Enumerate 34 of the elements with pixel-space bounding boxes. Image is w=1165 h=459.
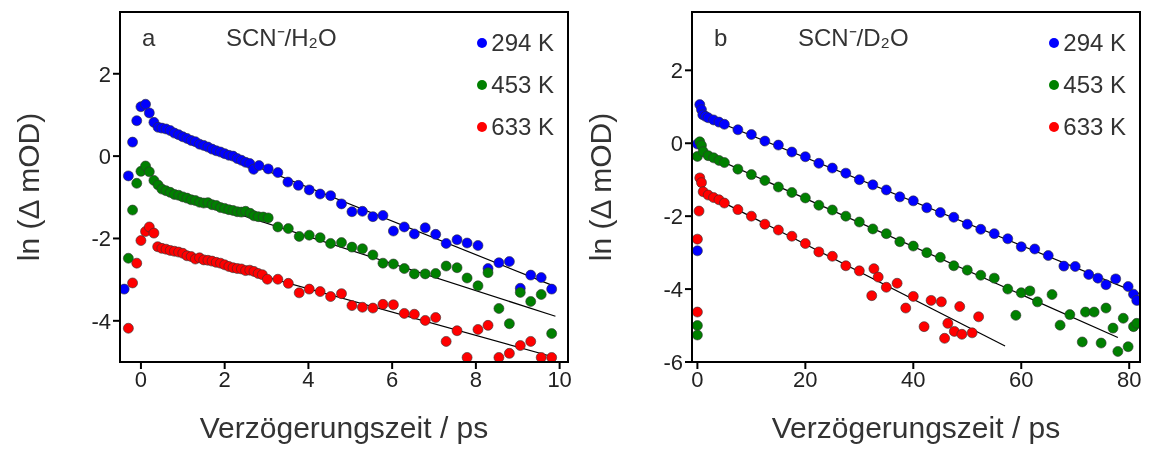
y-axis-title: ln (Δ mOD): [11, 112, 45, 262]
y-tick-label: 0: [98, 143, 111, 169]
legend-label: 453 K: [491, 70, 554, 100]
x-tick-label: 20: [793, 366, 818, 392]
x-tick-label: 40: [901, 366, 926, 392]
x-tick-label: 2: [218, 366, 231, 392]
y-tick-label: -6: [663, 349, 683, 375]
annotation: SCN⁻/H₂O: [225, 24, 337, 51]
y-tick-label: 0: [670, 131, 683, 157]
y-tick-label: 2: [670, 58, 683, 84]
x-axis-title: Verzögerungszeit / ps: [199, 411, 489, 444]
x-tick-label: 6: [386, 366, 399, 392]
legend-label: 294 K: [491, 28, 554, 58]
annotation: a: [142, 24, 156, 51]
x-axis-title: Verzögerungszeit / ps: [771, 411, 1061, 444]
legend-label: 633 K: [1063, 112, 1126, 142]
legend-label: 294 K: [1063, 28, 1126, 58]
x-tick-label: 10: [547, 366, 572, 392]
legend-label: 453 K: [1063, 70, 1126, 100]
x-tick-label: 80: [1116, 366, 1142, 392]
x-tick-label: 0: [134, 366, 148, 392]
annotation: SCN⁻/D₂O: [797, 24, 909, 51]
y-tick-label: -2: [91, 226, 111, 252]
legend-label: 633 K: [491, 112, 554, 142]
x-tick-label: 8: [469, 366, 483, 392]
x-tick-label: 4: [302, 366, 315, 392]
y-tick-label: -2: [663, 203, 683, 229]
x-tick-label: 60: [1009, 366, 1034, 392]
y-tick-label: -4: [91, 308, 111, 334]
y-tick-label: -4: [663, 276, 683, 302]
annotation: b: [714, 24, 728, 51]
y-tick-label: 2: [98, 61, 111, 87]
x-tick-label: 0: [691, 366, 704, 392]
y-axis-title: ln (Δ mOD): [583, 112, 617, 262]
